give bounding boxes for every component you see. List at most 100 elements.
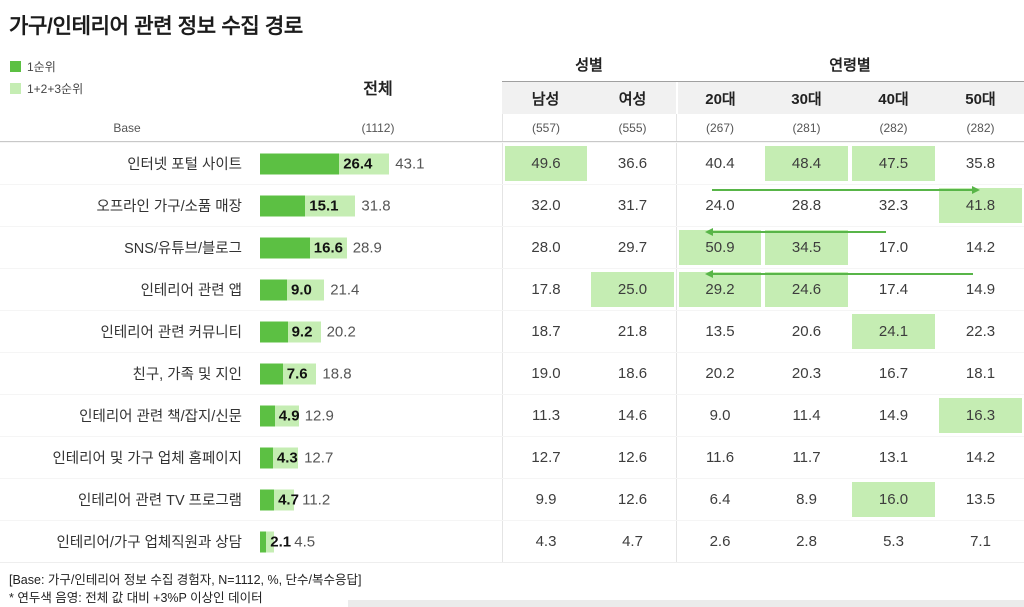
value-cell: 20.3 (791, 365, 822, 382)
value-cell: 17.8 (502, 269, 589, 310)
value-cell: 7.1 (970, 533, 991, 550)
bar-cell: 16.6 28.9 (254, 227, 502, 268)
rank1-swatch-icon (10, 61, 21, 72)
bar-cell: 15.1 31.8 (254, 185, 502, 226)
bar-top3-value: 21.4 (330, 281, 360, 298)
legend-item-rank1: 1순위 (10, 58, 254, 75)
bar-cell: 4.9 12.9 (254, 395, 502, 436)
value-cell: 20.2 (676, 353, 763, 394)
value-cell: 16.7 (878, 365, 909, 382)
value-cell: 29.7 (617, 239, 648, 256)
footnote-base: [Base: 가구/인테리어 정보 수집 경험자, N=1112, %, 단수/… (9, 573, 362, 587)
value-cell: 17.0 (878, 239, 909, 256)
value-cell: 14.2 (965, 239, 996, 256)
bar-rank1-value: 4.7 (278, 491, 299, 508)
value-cell: 28.8 (791, 197, 822, 214)
column-header-40s: 40대 (850, 82, 937, 114)
base-value: (557) (502, 114, 589, 141)
value-cell: 24.1 (850, 311, 937, 352)
bar-rank1-value: 7.6 (286, 365, 308, 382)
column-header-male: 남성 (502, 82, 589, 114)
bar-top3-value: 18.8 (322, 365, 352, 382)
value-cell: 2.6 (676, 521, 763, 562)
bar-top3-value: 43.1 (395, 155, 425, 172)
value-cell: 16.0 (850, 479, 937, 520)
bar-cell: 2.1 4.5 (254, 521, 502, 562)
column-header-female: 여성 (589, 82, 676, 114)
table-row: 인테리어/가구 업체직원과 상담 2.1 4.5 4.3 4.7 2.6 2.8 5.3… (0, 520, 1024, 562)
value-cell: 24.6 (763, 269, 850, 310)
value-cell: 32.0 (502, 185, 589, 226)
value-cell: 21.8 (617, 323, 648, 340)
value-cell: 13.1 (878, 449, 909, 466)
row-label: 인테리어 관련 책/잡지/신문 (79, 409, 242, 425)
value-cell: 12.7 (502, 437, 589, 478)
bar-rank1 (260, 279, 287, 300)
column-header-20s: 20대 (676, 82, 763, 114)
value-cell: 12.6 (617, 449, 648, 466)
bar-rank1 (260, 195, 306, 216)
value-cell: 4.7 (622, 533, 643, 550)
table-row: SNS/유튜브/블로그 16.6 28.9 28.0 29.7 50.9 34.5 17… (0, 226, 1024, 268)
bar-rank1 (260, 237, 310, 258)
bar-cell: 26.4 43.1 (254, 143, 502, 184)
group-header-gender: 성별 (502, 48, 676, 82)
table-row: 친구, 가족 및 지인 7.6 18.8 19.0 18.6 20.2 20.3 16.… (0, 352, 1024, 394)
table-row: 오프라인 가구/소품 매장 15.1 31.8 32.0 31.7 24.0 28.8… (0, 184, 1024, 226)
row-label: 인터넷 포털 사이트 (127, 157, 242, 173)
bar-top3-value: 28.9 (352, 239, 382, 256)
table-row: 인터넷 포털 사이트 26.4 43.1 49.6 36.6 40.4 48.4 47.… (0, 142, 1024, 184)
value-cell: 5.3 (883, 533, 904, 550)
bar-top3-value: 11.2 (302, 491, 331, 508)
bar-rank1-value: 16.6 (313, 239, 343, 256)
top3-swatch-icon (10, 83, 21, 94)
column-header-total: 전체 (363, 81, 393, 98)
value-cell: 8.9 (796, 491, 817, 508)
value-cell: 12.6 (617, 491, 648, 508)
base-value: (282) (966, 120, 995, 135)
row-label: 인테리어 관련 커뮤니티 (100, 325, 242, 341)
value-cell: 28.0 (502, 227, 589, 268)
bar-rank1-value: 9.2 (291, 323, 313, 340)
value-cell: 14.9 (965, 281, 996, 298)
row-label: 오프라인 가구/소품 매장 (96, 199, 243, 215)
row-label: SNS/유튜브/블로그 (124, 241, 242, 257)
bar-top3-value: 20.2 (326, 323, 356, 340)
value-cell: 17.4 (878, 281, 909, 298)
value-cell: 36.6 (617, 155, 648, 172)
value-cell: 47.5 (850, 143, 937, 184)
bar-rank1 (260, 489, 275, 510)
table-row: 인테리어 관련 앱 9.0 21.4 17.8 25.0 29.2 24.6 17.4 1… (0, 268, 1024, 310)
legend-item-top3: 1+2+3순위 (10, 80, 254, 97)
table-row: 인테리어 관련 TV 프로그램 4.7 11.2 9.9 12.6 6.4 8.9 16… (0, 478, 1024, 520)
value-cell: 49.6 (502, 143, 589, 184)
value-cell: 11.7 (792, 449, 821, 466)
value-cell: 18.6 (617, 365, 648, 382)
bar-cell: 4.7 11.2 (254, 479, 502, 520)
footnotes: [Base: 가구/인테리어 정보 수집 경험자, N=1112, %, 단수/… (0, 563, 1024, 607)
value-cell: 14.6 (617, 407, 648, 424)
value-cell: 50.9 (676, 227, 763, 268)
bar-rank1 (260, 363, 283, 384)
value-cell: 35.8 (965, 155, 996, 172)
row-label: 인테리어 관련 TV 프로그램 (77, 493, 242, 509)
base-value: (267) (676, 114, 763, 141)
value-cell: 14.9 (878, 407, 909, 424)
bar-cell: 9.0 21.4 (254, 269, 502, 310)
legend: 1순위 1+2+3순위 (0, 48, 254, 114)
table-body: 인터넷 포털 사이트 26.4 43.1 49.6 36.6 40.4 48.4 47.… (0, 142, 1024, 563)
legend-rank1-label: 1순위 (27, 60, 56, 74)
value-cell: 9.9 (502, 479, 589, 520)
bar-rank1 (260, 321, 288, 342)
value-cell: 4.3 (502, 521, 589, 562)
table-row: 인테리어 관련 책/잡지/신문 4.9 12.9 11.3 14.6 9.0 11.4… (0, 394, 1024, 436)
page-title: 가구/인테리어 관련 정보 수집 경로 (9, 15, 303, 38)
value-cell: 9.0 (676, 395, 763, 436)
row-label: 친구, 가족 및 지인 (132, 367, 243, 383)
bar-rank1-value: 4.3 (276, 449, 298, 466)
value-cell: 48.4 (763, 143, 850, 184)
value-cell: 31.7 (617, 197, 648, 214)
value-cell: 18.7 (502, 311, 589, 352)
value-cell: 2.8 (796, 533, 817, 550)
